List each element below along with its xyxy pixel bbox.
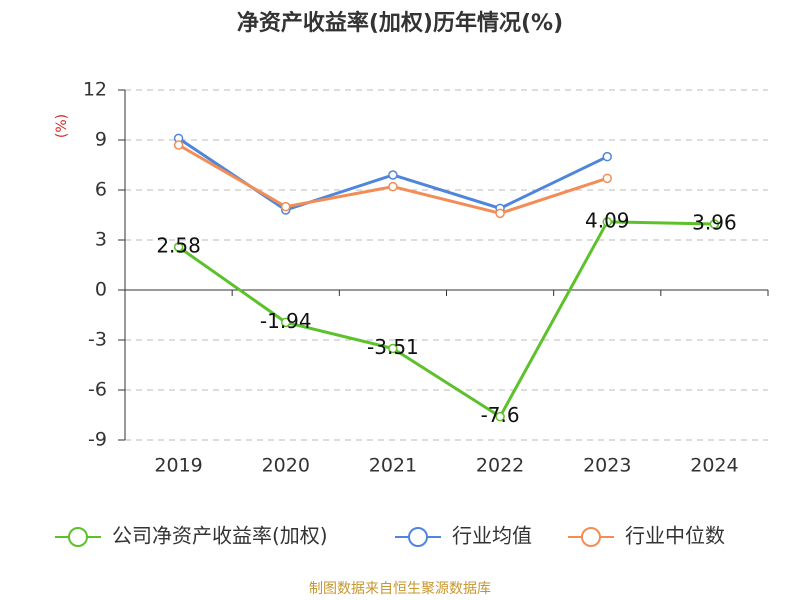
- chart-title: 净资产收益率(加权)历年情况(%): [237, 10, 563, 36]
- legend-label: 公司净资产收益率(加权): [112, 524, 328, 548]
- x-tick-label: 2022: [476, 455, 524, 477]
- data-point: [388, 181, 398, 192]
- legend-marker: [68, 527, 88, 547]
- x-tick-label: 2023: [583, 455, 631, 477]
- data-point: [388, 343, 398, 354]
- data-point: [173, 140, 184, 150]
- y-tick-label: 0: [95, 279, 107, 301]
- x-tick-label: 2020: [262, 455, 310, 477]
- legend-label: 行业中位数: [625, 524, 725, 548]
- data-point: [388, 170, 398, 180]
- y-tick-label: 3: [95, 229, 107, 251]
- data-point: [602, 173, 612, 184]
- data-point: [602, 151, 612, 162]
- y-tick-label: 6: [95, 179, 107, 201]
- x-tick-label: 2019: [154, 455, 202, 477]
- data-label: -7.6: [481, 403, 520, 427]
- data-label: 2.58: [156, 234, 201, 258]
- x-tick-label: 2024: [690, 455, 738, 477]
- y-tick-label: -9: [88, 429, 107, 451]
- data-label: -3.51: [367, 335, 419, 359]
- data-point: [709, 219, 720, 229]
- legend-label: 行业均值: [452, 524, 532, 548]
- y-tick-label: -3: [88, 329, 107, 351]
- data-point: [173, 242, 184, 252]
- data-label: 3.96: [692, 211, 737, 235]
- legend-marker: [408, 527, 428, 547]
- data-point: [495, 411, 505, 422]
- y-axis-label: (%): [54, 114, 70, 138]
- y-tick-label: 12: [83, 79, 107, 101]
- data-point: [281, 317, 291, 328]
- legend-marker: [581, 527, 601, 547]
- data-point: [495, 208, 505, 219]
- data-point: [281, 201, 291, 212]
- source: 制图数据来自恒生聚源数据库: [309, 581, 491, 597]
- series-line: [177, 220, 715, 419]
- y-tick-label: -6: [88, 379, 107, 401]
- y-tick-label: 9: [95, 129, 107, 151]
- x-tick-label: 2021: [369, 455, 417, 477]
- data-label: -1.94: [260, 309, 312, 333]
- data-label: 4.09: [585, 208, 630, 232]
- data-point: [602, 217, 612, 227]
